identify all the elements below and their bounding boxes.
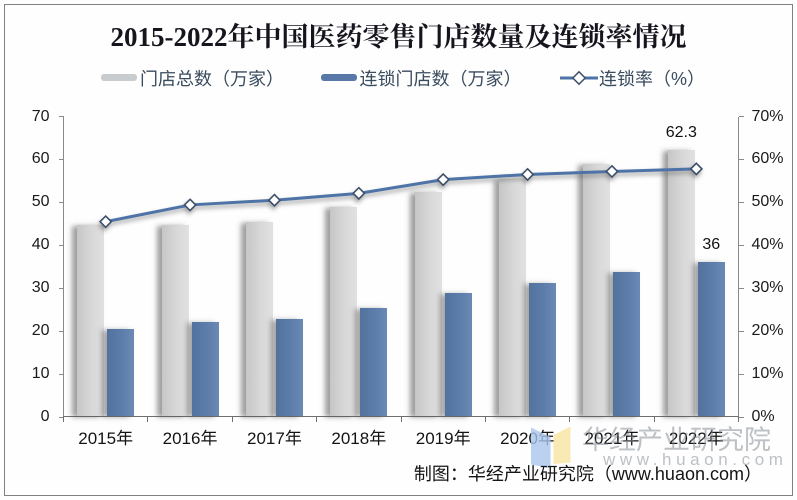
bar-total-stores <box>499 179 527 416</box>
bar-total-stores <box>583 164 611 416</box>
bar-chain-stores <box>275 318 303 416</box>
y-axis-left-tick <box>58 201 64 203</box>
x-axis-tick <box>738 417 739 422</box>
y-axis-right-tick <box>738 158 744 160</box>
y-axis-left-label: 60 <box>31 150 50 168</box>
y-axis-left-tick <box>58 416 64 418</box>
chart-border <box>4 4 793 496</box>
x-axis-tick <box>400 417 402 422</box>
y-axis-left-label: 0 <box>40 408 50 425</box>
y-axis-right-tick <box>738 244 744 246</box>
y-axis-left-tick <box>58 158 64 160</box>
x-axis-tick <box>484 417 486 422</box>
x-axis-tick <box>653 417 655 422</box>
x-axis-tick <box>63 417 64 422</box>
y-axis-left-tick <box>58 373 64 375</box>
bar-total-stores <box>77 224 105 416</box>
y-axis-right-label: 50% <box>751 193 784 211</box>
bar-chain-stores <box>360 307 388 416</box>
y-axis-right-label: 10% <box>751 365 784 383</box>
x-axis-label: 2021年 <box>584 424 640 449</box>
bar-chain-stores <box>191 322 219 416</box>
bar-chain-stores <box>444 292 472 416</box>
x-axis-tick <box>316 417 318 422</box>
y-axis-left-tick <box>58 116 64 117</box>
bar-total-stores <box>161 225 189 416</box>
y-axis-right-tick <box>738 416 744 418</box>
x-axis-label: 2015年 <box>78 424 134 449</box>
bar-chain-stores <box>107 329 135 416</box>
y-axis-left-label: 40 <box>31 236 50 254</box>
y-axis-left-line <box>63 116 64 417</box>
y-axis-right-label: 40% <box>751 236 784 254</box>
bar-total-stores <box>667 149 695 416</box>
bar-total-stores <box>414 192 442 416</box>
x-axis-tick <box>569 417 571 422</box>
y-axis-left-label: 20 <box>31 322 50 340</box>
x-axis-label: 2017年 <box>247 424 302 449</box>
y-axis-right-label: 20% <box>751 322 784 340</box>
y-axis-left-label: 30 <box>31 279 50 297</box>
y-axis-right-label: 60% <box>751 150 784 168</box>
x-axis-label: 2018年 <box>331 424 387 449</box>
x-axis-label: 2019年 <box>415 424 471 449</box>
watermark-url-text: www.huaon.com <box>603 450 788 469</box>
bar-chain-stores <box>613 272 641 416</box>
bar-total-stores <box>245 222 273 416</box>
y-axis-left-tick <box>58 287 64 289</box>
y-axis-left-label: 70 <box>31 107 50 125</box>
y-axis-right-tick <box>738 287 744 289</box>
x-axis-tick <box>147 417 149 422</box>
x-axis-label: 2022年 <box>668 424 724 449</box>
y-axis-right-label: 70% <box>751 107 784 125</box>
data-label: 62.3 <box>665 123 697 141</box>
y-axis-right-tick <box>738 373 744 375</box>
y-axis-left-tick <box>58 330 64 332</box>
x-axis-label: 2020年 <box>500 424 555 449</box>
y-axis-left-label: 10 <box>31 365 50 383</box>
y-axis-left-tick <box>58 244 64 246</box>
y-axis-right-line <box>738 116 739 417</box>
y-axis-right-label: 0% <box>751 408 775 425</box>
y-axis-right-label: 30% <box>751 279 784 297</box>
bar-total-stores <box>330 207 358 416</box>
y-axis-right-tick <box>738 330 744 332</box>
chart-title: 2015-2022年中国医药零售门店数量及连锁率情况 <box>110 15 687 54</box>
x-axis-tick <box>231 417 233 422</box>
credit-line: 制图：华经产业研究院（www.huaon.com） <box>413 460 762 486</box>
y-axis-right-tick <box>738 201 744 203</box>
data-label: 36 <box>702 236 721 254</box>
y-axis-right-tick <box>738 116 744 117</box>
bar-chain-stores <box>697 262 725 416</box>
y-axis-left-label: 50 <box>31 193 50 211</box>
x-axis-label: 2016年 <box>162 424 218 449</box>
watermark-brand-text: 华经产业研究院 <box>582 418 771 457</box>
x-axis-line <box>63 416 739 417</box>
bar-chain-stores <box>529 282 557 416</box>
